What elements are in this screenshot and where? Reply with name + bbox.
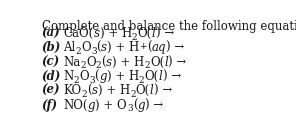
Text: Na: Na xyxy=(63,56,81,69)
Text: O(: O( xyxy=(144,70,159,83)
Text: CaO(: CaO( xyxy=(63,27,94,40)
Text: ) + H: ) + H xyxy=(98,84,130,97)
Text: ) + O: ) + O xyxy=(95,99,127,112)
Text: (f): (f) xyxy=(41,99,58,112)
Text: aq: aq xyxy=(152,41,166,54)
Text: l: l xyxy=(159,70,163,83)
Text: ) + H: ) + H xyxy=(107,41,139,54)
Text: ) →: ) → xyxy=(168,56,186,69)
Text: (c): (c) xyxy=(41,56,60,69)
Text: (a): (a) xyxy=(41,27,60,40)
Text: 2: 2 xyxy=(132,33,138,42)
Text: ) →: ) → xyxy=(155,27,174,40)
Text: g: g xyxy=(99,70,107,83)
Text: (: ( xyxy=(147,41,152,54)
Text: KO: KO xyxy=(63,84,81,97)
Text: Al: Al xyxy=(63,41,76,54)
Text: (: ( xyxy=(94,70,99,83)
Text: ) + H: ) + H xyxy=(100,27,132,40)
Text: 3: 3 xyxy=(91,47,96,56)
Text: O(: O( xyxy=(136,84,150,97)
Text: (: ( xyxy=(96,41,101,54)
Text: (d): (d) xyxy=(41,70,61,83)
Text: O: O xyxy=(81,41,91,54)
Text: 2: 2 xyxy=(139,76,144,85)
Text: ) →: ) → xyxy=(154,84,172,97)
Text: 3: 3 xyxy=(89,76,94,85)
Text: g: g xyxy=(88,99,95,112)
Text: 2: 2 xyxy=(130,90,136,99)
Text: s: s xyxy=(92,84,98,97)
Text: NO(: NO( xyxy=(63,99,88,112)
Text: 2: 2 xyxy=(144,61,150,70)
Text: ) →: ) → xyxy=(166,41,184,54)
Text: O(: O( xyxy=(150,56,164,69)
Text: Complete and balance the following equations:: Complete and balance the following equat… xyxy=(41,20,296,33)
Text: (b): (b) xyxy=(41,41,61,54)
Text: (e): (e) xyxy=(41,84,60,97)
Text: l: l xyxy=(164,56,168,69)
Text: (: ( xyxy=(102,56,106,69)
Text: ) →: ) → xyxy=(163,70,181,83)
Text: l: l xyxy=(150,84,154,97)
Text: l: l xyxy=(152,27,155,40)
Text: 2: 2 xyxy=(96,61,102,70)
Text: (: ( xyxy=(133,99,137,112)
Text: 3: 3 xyxy=(127,104,133,113)
Text: ) →: ) → xyxy=(145,99,163,112)
Text: s: s xyxy=(106,56,112,69)
Text: O: O xyxy=(86,56,96,69)
Text: ) + H: ) + H xyxy=(112,56,144,69)
Text: 2: 2 xyxy=(76,47,81,56)
Text: N: N xyxy=(63,70,74,83)
Text: ) + H: ) + H xyxy=(107,70,139,83)
Text: O: O xyxy=(79,70,89,83)
Text: (: ( xyxy=(87,84,92,97)
Text: 2: 2 xyxy=(74,76,79,85)
Text: +: + xyxy=(139,42,147,51)
Text: s: s xyxy=(94,27,100,40)
Text: s: s xyxy=(101,41,107,54)
Text: 2: 2 xyxy=(81,90,87,99)
Text: O(: O( xyxy=(138,27,152,40)
Text: g: g xyxy=(137,99,145,112)
Text: 2: 2 xyxy=(81,61,86,70)
